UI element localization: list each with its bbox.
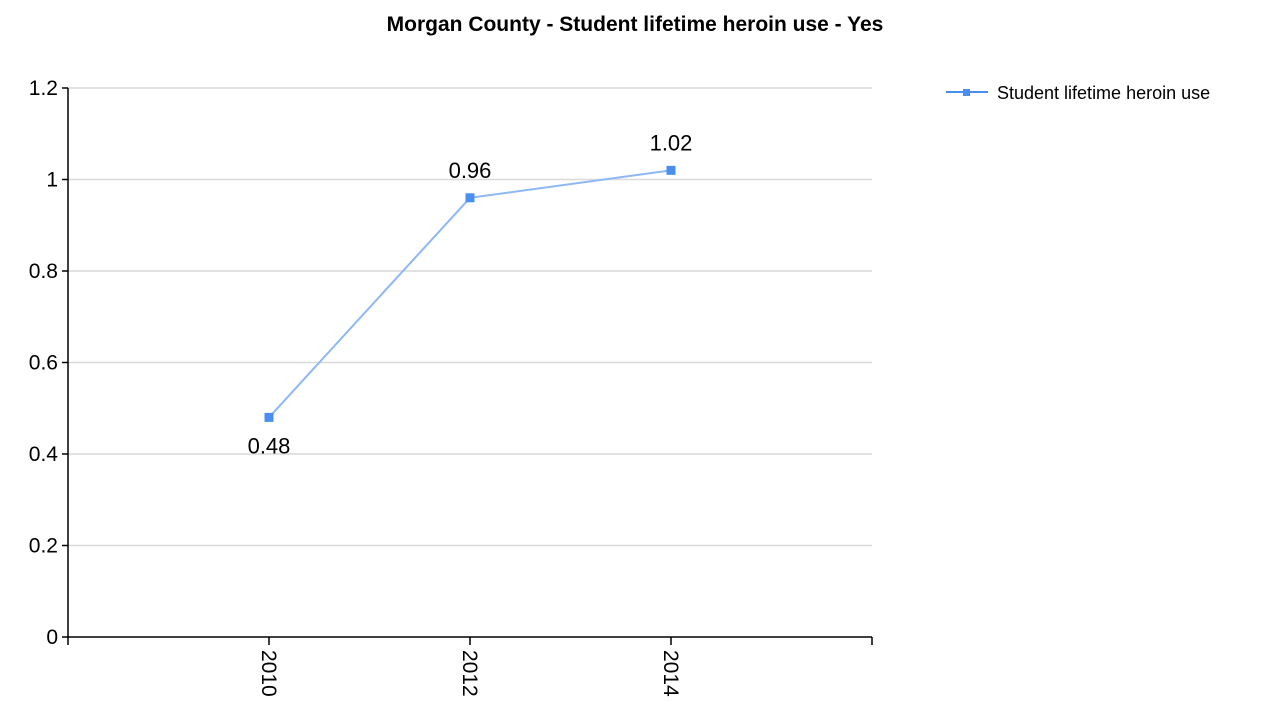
legend-label: Student lifetime heroin use xyxy=(997,83,1210,103)
chart-title: Morgan County - Student lifetime heroin … xyxy=(387,13,884,36)
y-tick-label: 0.4 xyxy=(29,443,59,466)
y-tick-label: 1 xyxy=(46,169,58,192)
y-axis-ticks: 0 0.2 0.4 0.6 0.8 1 1.2 xyxy=(29,77,68,649)
gridlines xyxy=(68,87,872,547)
y-tick-label: 0.8 xyxy=(29,260,58,283)
data-point xyxy=(264,412,274,422)
y-tick-label: 0.6 xyxy=(29,352,58,375)
data-label: 0.96 xyxy=(449,158,492,183)
x-tick-label: 2010 xyxy=(257,650,280,697)
y-tick-label: 0.2 xyxy=(29,535,58,558)
legend: Student lifetime heroin use xyxy=(946,83,1210,103)
legend-marker-swatch xyxy=(963,89,970,96)
series-line xyxy=(268,169,672,419)
y-tick-label: 1.2 xyxy=(29,77,58,100)
series-group: 0.48 0.96 1.02 xyxy=(248,130,693,458)
y-tick-label: 0 xyxy=(46,626,58,649)
data-point xyxy=(465,193,475,203)
x-tick-label: 2014 xyxy=(659,650,682,697)
data-point xyxy=(666,165,676,175)
data-label: 1.02 xyxy=(650,130,693,155)
x-tick-label: 2012 xyxy=(458,650,481,697)
data-label: 0.48 xyxy=(248,433,291,458)
x-axis-ticks: 2010 2012 2014 xyxy=(67,637,873,697)
